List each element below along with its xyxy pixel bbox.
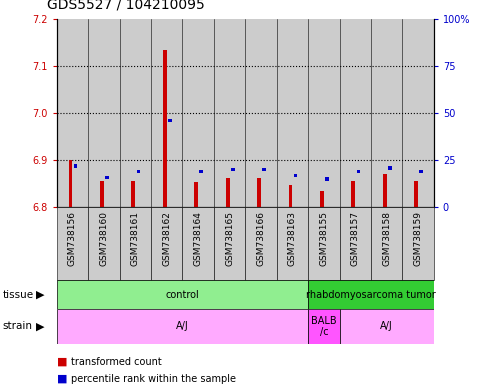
Text: GSM738159: GSM738159 [414, 211, 423, 266]
Bar [105, 175, 109, 179]
Text: ▶: ▶ [35, 290, 44, 300]
Text: A/J: A/J [380, 321, 393, 331]
Bar [340, 19, 371, 207]
Bar [245, 19, 277, 207]
Text: GSM738155: GSM738155 [319, 211, 328, 266]
Text: GSM738163: GSM738163 [288, 211, 297, 266]
Text: strain: strain [2, 321, 33, 331]
Bar [245, 207, 277, 280]
Bar [168, 119, 172, 122]
Bar [199, 170, 203, 173]
Bar [100, 182, 104, 207]
Text: ▶: ▶ [35, 321, 44, 331]
Bar [137, 170, 141, 173]
Bar [308, 309, 340, 344]
Bar [277, 207, 308, 280]
Bar [194, 182, 198, 207]
Bar [231, 168, 235, 171]
Bar [352, 181, 355, 207]
Bar [356, 170, 360, 173]
Bar [88, 207, 119, 280]
Bar [119, 207, 151, 280]
Text: transformed count: transformed count [71, 357, 162, 367]
Text: BALB
/c: BALB /c [311, 316, 337, 337]
Bar [57, 309, 308, 344]
Text: GSM738165: GSM738165 [225, 211, 234, 266]
Bar [88, 19, 119, 207]
Bar [57, 207, 88, 280]
Bar [308, 19, 340, 207]
Bar [371, 207, 402, 280]
Bar [119, 19, 151, 207]
Bar [69, 161, 72, 207]
Bar [57, 19, 88, 207]
Text: percentile rank within the sample: percentile rank within the sample [71, 374, 237, 384]
Bar [308, 207, 340, 280]
Bar [325, 177, 329, 181]
Text: ■: ■ [57, 374, 67, 384]
Bar [402, 19, 434, 207]
Bar [132, 180, 135, 207]
Text: GSM738161: GSM738161 [131, 211, 140, 266]
Bar [151, 19, 182, 207]
Bar [383, 174, 387, 207]
Text: GSM738162: GSM738162 [162, 211, 171, 266]
Bar [214, 19, 246, 207]
Bar [257, 178, 261, 207]
Bar [340, 309, 434, 344]
Bar [214, 207, 246, 280]
Bar [308, 280, 434, 309]
Bar [277, 19, 308, 207]
Text: A/J: A/J [176, 321, 189, 331]
Bar [320, 191, 324, 207]
Bar [182, 207, 214, 280]
Bar [402, 207, 434, 280]
Bar [340, 207, 371, 280]
Bar [57, 280, 308, 309]
Bar [414, 182, 418, 207]
Bar [182, 19, 214, 207]
Text: tissue: tissue [2, 290, 34, 300]
Bar [151, 207, 182, 280]
Text: GSM738158: GSM738158 [382, 211, 391, 266]
Text: GSM738160: GSM738160 [99, 211, 108, 266]
Text: GSM738166: GSM738166 [256, 211, 266, 266]
Text: GDS5527 / 104210095: GDS5527 / 104210095 [47, 0, 205, 12]
Bar [262, 168, 266, 171]
Text: GSM738156: GSM738156 [68, 211, 77, 266]
Bar [226, 178, 230, 207]
Text: ■: ■ [57, 357, 67, 367]
Bar [294, 174, 297, 177]
Bar [371, 19, 402, 207]
Bar [163, 50, 167, 207]
Text: GSM738164: GSM738164 [194, 211, 203, 266]
Bar [288, 185, 292, 207]
Text: GSM738157: GSM738157 [351, 211, 360, 266]
Bar [388, 166, 392, 170]
Text: rhabdomyosarcoma tumor: rhabdomyosarcoma tumor [306, 290, 436, 300]
Bar [420, 170, 423, 173]
Text: control: control [166, 290, 199, 300]
Bar [73, 164, 77, 168]
